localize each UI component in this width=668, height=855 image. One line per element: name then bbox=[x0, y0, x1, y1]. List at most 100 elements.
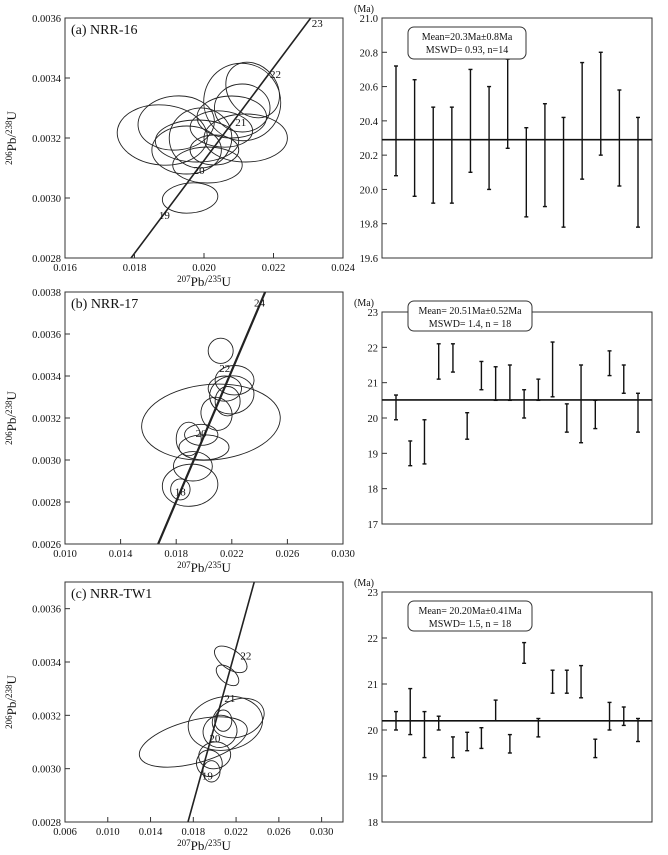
concordia-plot-0: 23 22 21 20 19 0.016 0.018 0.020 0.022 0.024 0.002… bbox=[4, 14, 356, 289]
error-ellipse bbox=[203, 62, 282, 142]
y-tick-label: 21 bbox=[368, 680, 379, 691]
error-bar bbox=[487, 85, 492, 191]
age-label: 20 bbox=[209, 733, 221, 745]
error-ellipse bbox=[141, 383, 281, 461]
x-tick-label: 0.022 bbox=[262, 263, 286, 274]
concordia-curve bbox=[157, 292, 267, 544]
error-ellipse bbox=[137, 95, 215, 151]
error-bar bbox=[550, 669, 555, 694]
error-bar bbox=[479, 727, 484, 750]
x-tick-label: 0.018 bbox=[181, 827, 205, 838]
x-tick-label: 0.026 bbox=[276, 549, 300, 560]
x-tick-label: 0.010 bbox=[53, 549, 77, 560]
y-tick-label: 0.0034 bbox=[32, 658, 62, 669]
y-axis-label: 206Pb/238U bbox=[4, 675, 19, 729]
error-bar bbox=[479, 360, 484, 391]
x-tick-label: 0.024 bbox=[331, 263, 355, 274]
panel-label: (b) NRR-17 bbox=[71, 297, 138, 312]
stats-mswd: MSWD= 1.4, n = 18 bbox=[429, 319, 511, 330]
y-tick-label: 21 bbox=[368, 379, 379, 390]
age-label: 18 bbox=[175, 487, 187, 499]
error-ellipse bbox=[200, 396, 233, 431]
y-tick-label: 18 bbox=[368, 485, 379, 496]
y-tick-label: 0.0036 bbox=[32, 605, 61, 616]
y-tick-label: 20.0 bbox=[360, 185, 378, 196]
error-bar bbox=[422, 419, 427, 465]
plot-frame bbox=[381, 17, 653, 259]
y-tick-label: 0.0026 bbox=[32, 540, 61, 551]
stats-mean: Mean=20.3Ma±0.8Ma bbox=[422, 32, 513, 43]
error-ellipse bbox=[214, 386, 241, 417]
error-ellipse bbox=[189, 110, 254, 148]
plot-area: 24 22 20 18 bbox=[141, 292, 281, 544]
error-bar bbox=[505, 58, 510, 149]
y-tick-label: 19.6 bbox=[360, 254, 378, 265]
unit-label: (Ma) bbox=[354, 298, 374, 309]
error-ellipse bbox=[172, 451, 213, 482]
error-ellipse bbox=[198, 741, 232, 770]
stats-box: Mean=20.3Ma±0.8Ma MSWD= 0.93, n=14 bbox=[407, 26, 527, 60]
y-tick-label: 0.0030 bbox=[32, 456, 61, 467]
unit-label: (Ma) bbox=[354, 578, 374, 589]
error-bar bbox=[636, 717, 640, 743]
plot-frame bbox=[64, 291, 344, 545]
error-bar bbox=[542, 103, 547, 208]
error-bar bbox=[593, 399, 598, 430]
error-ellipse bbox=[116, 104, 208, 166]
error-bar bbox=[621, 706, 626, 727]
y-tick-label: 20 bbox=[368, 414, 379, 425]
error-bar bbox=[598, 51, 603, 156]
error-bar bbox=[450, 343, 455, 373]
y-tick-label: 23 bbox=[368, 308, 379, 319]
stats-mswd: MSWD= 1.5, n = 18 bbox=[429, 619, 511, 630]
y-tick-label: 0.0034 bbox=[32, 372, 62, 383]
plot-area: 22 21 20 19 bbox=[138, 582, 265, 822]
age-label: 21 bbox=[224, 693, 235, 705]
y-tick-label: 20.6 bbox=[360, 83, 378, 94]
panel-label: (a) NRR-16 bbox=[71, 23, 138, 38]
error-ellipse bbox=[189, 134, 240, 166]
error-ellipse bbox=[203, 113, 288, 163]
error-ellipse bbox=[202, 714, 238, 748]
error-ellipse bbox=[161, 182, 219, 214]
y-tick-label: 22 bbox=[368, 343, 379, 354]
error-ellipse bbox=[175, 421, 202, 457]
error-bar bbox=[465, 412, 470, 440]
x-tick-label: 0.010 bbox=[96, 827, 120, 838]
x-tick-label: 0.026 bbox=[267, 827, 291, 838]
error-bar bbox=[465, 731, 470, 752]
y-axis-label: 206Pb/238U bbox=[4, 391, 19, 445]
error-ellipse bbox=[168, 107, 233, 169]
error-bar bbox=[636, 392, 640, 433]
stats-box: Mean= 20.20Ma±0.41Ma MSWD= 1.5, n = 18 bbox=[407, 600, 533, 632]
y-tick-label: 20.4 bbox=[360, 117, 379, 128]
error-bar bbox=[564, 669, 569, 694]
y-tick-label: 18 bbox=[368, 818, 379, 829]
plot-frame bbox=[381, 311, 653, 525]
stats-mean: Mean= 20.20Ma±0.41Ma bbox=[418, 606, 522, 617]
error-bar bbox=[617, 89, 622, 187]
error-ellipse bbox=[215, 664, 240, 687]
age-label: 19 bbox=[202, 770, 214, 782]
x-tick-label: 0.022 bbox=[220, 549, 244, 560]
error-ellipse bbox=[138, 716, 248, 768]
panel-label: (c) NRR-TW1 bbox=[71, 587, 152, 602]
y-tick-label: 0.0028 bbox=[32, 254, 61, 265]
y-tick-label: 0.0038 bbox=[32, 288, 61, 299]
plot-area: 23 22 21 20 19 bbox=[116, 18, 324, 258]
error-ellipse bbox=[214, 709, 233, 732]
concordia-curve bbox=[187, 582, 256, 822]
error-ellipse bbox=[172, 146, 243, 184]
plot-frame bbox=[64, 581, 344, 823]
age-label: 20 bbox=[194, 165, 206, 177]
age-label: 23 bbox=[312, 18, 324, 30]
x-tick-label: 0.030 bbox=[331, 549, 355, 560]
y-tick-label: 19 bbox=[368, 449, 379, 460]
concordia-plot-1: 24 22 20 18 0.010 0.014 0.018 0.022 0.026 0.030 0.… bbox=[4, 288, 355, 575]
x-tick-label: 0.030 bbox=[310, 827, 334, 838]
y-tick-label: 0.0030 bbox=[32, 194, 61, 205]
error-bar bbox=[550, 341, 555, 398]
error-bar bbox=[493, 366, 498, 402]
x-axis-label: 207Pb/235U bbox=[177, 560, 231, 575]
